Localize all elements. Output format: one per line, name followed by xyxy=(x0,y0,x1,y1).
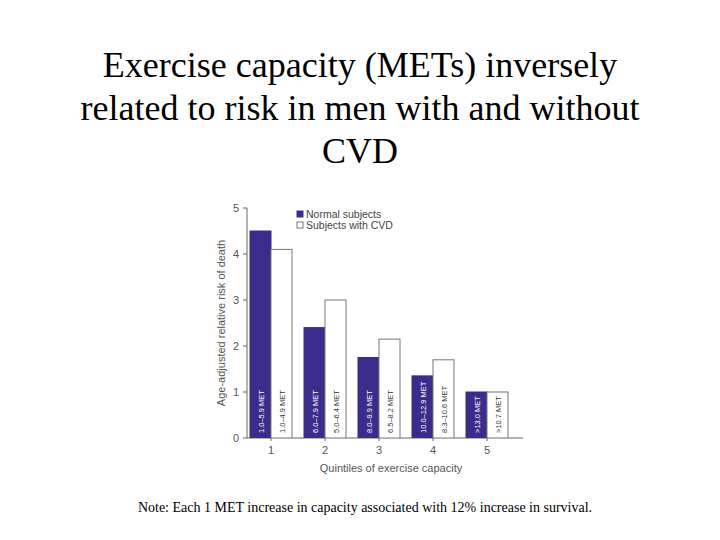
legend-label: Subjects with CVD xyxy=(306,219,393,231)
bar xyxy=(250,231,271,438)
chart: 0 1 2 3 4 5 Age-adjusted relative risk of deat… xyxy=(0,0,720,540)
y-tick-label: 3 xyxy=(233,294,239,306)
y-tick xyxy=(243,392,247,393)
x-tick-label: 2 xyxy=(322,444,328,456)
y-tick-label: 0 xyxy=(233,432,239,444)
x-axis-label: Quintiles of exercise capacity xyxy=(320,462,463,474)
x-tick-label: 3 xyxy=(376,444,382,456)
y-tick xyxy=(243,438,247,439)
page: Exercise capacity (METs) inversely relat… xyxy=(0,0,720,540)
bar-label: >10.7 MET xyxy=(494,396,503,433)
y-axis xyxy=(247,208,248,438)
x-tick xyxy=(433,438,434,441)
legend-swatch xyxy=(297,211,303,217)
bar xyxy=(487,392,508,438)
x-tick-label: 4 xyxy=(430,444,436,456)
bar-label: 6.5–8.2 MET xyxy=(386,390,395,433)
y-tick-label: 1 xyxy=(233,386,239,398)
legend-swatch xyxy=(297,222,303,228)
x-tick xyxy=(379,438,380,441)
bar xyxy=(412,376,433,438)
title: Exercise capacity (METs) inversely relat… xyxy=(70,44,650,173)
bar xyxy=(271,249,292,438)
bar xyxy=(379,339,400,438)
bar-label: 10.0–12.9 MET xyxy=(419,381,428,433)
bar-label: >13.0 MET xyxy=(473,396,482,433)
y-tick-label: 5 xyxy=(233,202,239,214)
bar-label: 1.0–4.9 MET xyxy=(278,390,287,433)
x-tick xyxy=(271,438,272,441)
bar xyxy=(358,358,379,439)
x-tick xyxy=(325,438,326,441)
y-tick-label: 4 xyxy=(233,248,239,260)
y-tick xyxy=(243,254,247,255)
note: Note: Each 1 MET increase in capacity as… xyxy=(0,500,720,516)
bar-label: 8.0–9.9 MET xyxy=(365,390,374,433)
bar xyxy=(325,300,346,438)
y-tick xyxy=(243,346,247,347)
y-tick xyxy=(243,300,247,301)
y-tick-label: 2 xyxy=(233,340,239,352)
bar-label: 5.0–6.4 MET xyxy=(332,390,341,433)
x-tick xyxy=(487,438,488,441)
bar xyxy=(304,328,325,438)
bar-label: 8.3–10.6 MET xyxy=(440,385,449,433)
x-tick-label: 1 xyxy=(268,444,274,456)
bar-label: 1.0–5.9 MET xyxy=(257,390,266,433)
y-axis-label: Age-adjusted relative risk of death xyxy=(215,240,227,406)
bar xyxy=(433,360,454,438)
y-tick xyxy=(243,208,247,209)
bars xyxy=(250,231,508,438)
bar-label: 6.0–7.9 MET xyxy=(311,390,320,433)
x-tick-label: 5 xyxy=(484,444,490,456)
bar xyxy=(466,392,487,438)
